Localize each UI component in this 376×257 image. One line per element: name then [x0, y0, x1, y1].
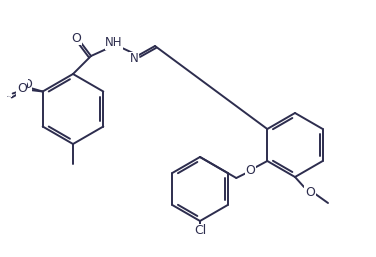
Text: O: O	[305, 186, 315, 198]
Text: O: O	[71, 32, 81, 44]
Text: methyl: methyl	[71, 172, 76, 174]
Text: methyl: methyl	[7, 96, 12, 97]
Text: N: N	[130, 52, 138, 66]
Text: NH: NH	[105, 36, 123, 50]
Text: O: O	[17, 82, 27, 95]
Text: O: O	[246, 164, 255, 178]
Text: O: O	[18, 80, 27, 93]
Text: O: O	[22, 78, 32, 91]
Text: Cl: Cl	[194, 225, 206, 237]
